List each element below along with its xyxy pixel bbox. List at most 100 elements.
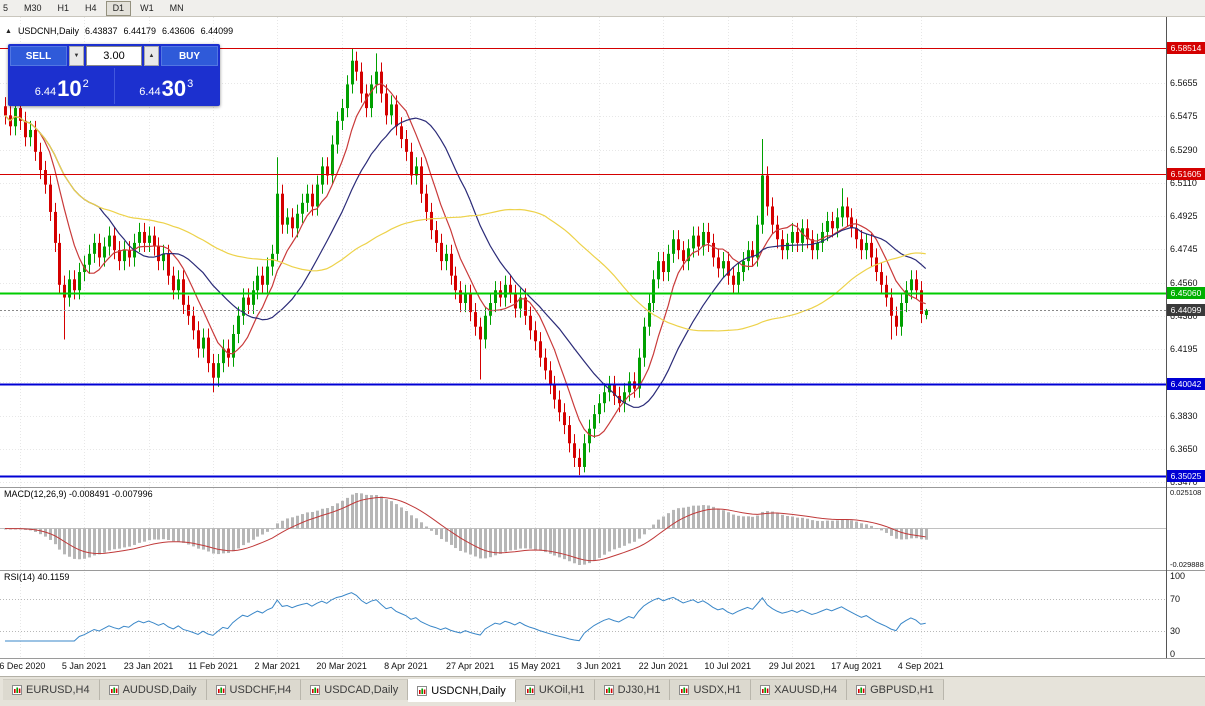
chart-tab-label: AUDUSD,Daily xyxy=(122,684,197,696)
price-tick-label: 6.4560 xyxy=(1170,277,1198,288)
price-tick-label: 6.5110 xyxy=(1170,177,1197,188)
lot-decrease-button[interactable]: ▼ xyxy=(69,46,84,66)
date-label: 10 Jul 2021 xyxy=(704,661,751,671)
chart-tab-audusd[interactable]: AUDUSD,Daily xyxy=(99,679,207,700)
bid-ask-row: 6.44 10 2 6.44 30 3 xyxy=(10,68,218,104)
time-axis[interactable]: 16 Dec 2020 5 Jan 2021 23 Jan 2021 11 Feb 2… xyxy=(0,659,1166,675)
macd-axis: 0.025108 -0.029888 xyxy=(1167,0,1205,658)
trade-controls-row: SELL ▼ ▲ BUY xyxy=(10,46,218,66)
chart-tab-icon xyxy=(760,685,771,695)
chart-tab-label: USDCNH,Daily xyxy=(431,685,506,697)
date-label: 16 Dec 2020 xyxy=(0,661,46,671)
lot-increase-button[interactable]: ▲ xyxy=(144,46,159,66)
date-label: 15 May 2021 xyxy=(508,661,561,671)
chart-tab-icon xyxy=(12,685,22,695)
date-label: 4 Sep 2021 xyxy=(897,661,944,671)
price-tick-label: 6.5475 xyxy=(1170,111,1198,122)
chart-tab-usdcnh[interactable]: USDCNH,Daily xyxy=(408,679,516,702)
rsi-axis-label: 100 xyxy=(1170,571,1186,581)
collapse-trade-panel-icon[interactable]: ▲ xyxy=(5,27,12,35)
bid-prefix: 6.44 xyxy=(34,85,57,98)
rsi-axis-label: 30 xyxy=(1170,625,1181,636)
ohlc-low-value: 6.43606 xyxy=(162,26,195,36)
chart-tab-icon xyxy=(603,685,614,695)
chart-tab-icon xyxy=(310,685,321,695)
date-label: 23 Jan 2021 xyxy=(123,661,174,671)
timeframe-button-m30[interactable]: M30 xyxy=(17,1,49,16)
chart-tab-icon xyxy=(215,685,226,695)
chart-tab-icon xyxy=(417,686,428,696)
level-price-label: 6.58514 xyxy=(1167,41,1205,54)
rsi-axis-label: 0 xyxy=(1170,649,1176,659)
timeframe-button-h1[interactable]: H1 xyxy=(51,1,77,16)
date-label: 8 Apr 2021 xyxy=(384,661,428,671)
triangle-up-icon: ▲ xyxy=(148,53,155,59)
chart-tab-icon xyxy=(856,685,867,695)
timeframe-button-h4[interactable]: H4 xyxy=(78,1,104,16)
chart-tab-xauusd[interactable]: XAUUSD,H4 xyxy=(751,679,848,700)
date-label: 17 Aug 2021 xyxy=(831,661,882,671)
chart-tabs-bar: EURUSD,H4 AUDUSD,Daily USDCHF,H4 USDCAD,Dai… xyxy=(0,676,1205,706)
date-label: 27 Apr 2021 xyxy=(446,661,495,671)
price-tick-label: 6.3650 xyxy=(1170,443,1198,454)
triangle-down-icon: ▼ xyxy=(73,53,80,59)
sell-button[interactable]: SELL xyxy=(10,46,67,66)
date-label: 3 Jun 2021 xyxy=(576,661,622,671)
level-price-label: 6.35025 xyxy=(1167,469,1205,482)
date-label: 29 Jul 2021 xyxy=(768,661,816,671)
chart-tab-label: DJ30,H1 xyxy=(617,684,661,696)
chart-tab-usdx[interactable]: USDX,H1 xyxy=(670,679,752,700)
ask-pips: 30 xyxy=(161,76,187,102)
date-label: 22 Jun 2021 xyxy=(638,661,689,671)
ohlc-open-value: 6.43837 xyxy=(84,26,118,36)
timeframe-button-d1[interactable]: D1 xyxy=(105,0,132,16)
chart-tab-ukoil[interactable]: UKOil,H1 xyxy=(515,679,595,700)
chart-title: ▲ USDCNH,Daily 6.43837 6.44179 6.43606 6… xyxy=(5,26,233,36)
chart-tab-label: USDCAD,Daily xyxy=(324,684,399,696)
timeframe-button-5[interactable]: 5 xyxy=(0,1,15,16)
price-axis[interactable]: 6.5655 6.5475 6.5290 6.5110 6.4925 6.4745 6.45… xyxy=(1167,0,1205,658)
price-tick-label: 6.4745 xyxy=(1170,244,1198,255)
price-tick-label: 6.4925 xyxy=(1170,211,1198,222)
chart-tab-dj30[interactable]: DJ30,H1 xyxy=(594,679,671,700)
price-tick-label: 6.5655 xyxy=(1170,78,1198,89)
bid-price-display[interactable]: 6.44 10 2 xyxy=(10,68,114,104)
rsi-axis: 100 70 30 0 xyxy=(1167,0,1205,659)
date-label: 5 Jan 2021 xyxy=(61,661,107,671)
chart-symbol-label: USDCNH,Daily xyxy=(17,26,79,36)
chart-tab-label: GBPUSD,H1 xyxy=(870,684,934,696)
chart-tab-usdchf[interactable]: USDCHF,H4 xyxy=(206,679,302,700)
chart-tab-gbpusd[interactable]: GBPUSD,H1 xyxy=(847,679,944,700)
chart-tab-label: USDCHF,H4 xyxy=(229,684,292,696)
date-label: 2 Mar 2021 xyxy=(254,661,301,671)
rsi-indicator-label: RSI(14) 40.1159 xyxy=(4,572,70,582)
buy-button[interactable]: BUY xyxy=(161,46,218,66)
chart-tab-eurusd[interactable]: EURUSD,H4 xyxy=(3,679,100,700)
rsi-axis-label: 70 xyxy=(1170,594,1181,605)
timeframe-toolbar: 5 M30 H1 H4 D1 W1 MN xyxy=(0,0,1205,17)
ask-point: 3 xyxy=(187,78,194,90)
price-tick-label: 6.4195 xyxy=(1170,344,1198,355)
date-label: 11 Feb 2021 xyxy=(187,661,238,671)
price-tick-label: 6.5290 xyxy=(1170,144,1198,155)
timeframe-button-w1[interactable]: W1 xyxy=(133,1,161,16)
chart-tab-icon xyxy=(679,685,690,695)
ask-price-display[interactable]: 6.44 30 3 xyxy=(113,68,219,104)
lot-size-input[interactable] xyxy=(86,46,142,66)
price-tick-label: 6.3830 xyxy=(1170,410,1198,421)
chart-tab-usdcad[interactable]: USDCAD,Daily xyxy=(301,679,409,700)
macd-axis-label: 0.025108 xyxy=(1170,488,1202,497)
macd-axis-label: -0.029888 xyxy=(1170,560,1204,569)
chart-tab-label: UKOil,H1 xyxy=(538,684,585,696)
level-price-label: 6.45060 xyxy=(1167,286,1205,299)
ohlc-close-value: 6.44099 xyxy=(200,26,234,36)
bid-point: 2 xyxy=(82,78,89,90)
timeframe-button-mn[interactable]: MN xyxy=(163,1,191,16)
chart-tab-label: USDX,H1 xyxy=(693,684,742,696)
macd-indicator-label: MACD(12,26,9) -0.008491 -0.007996 xyxy=(4,489,153,499)
level-price-label: 6.40042 xyxy=(1167,378,1205,391)
date-label: 20 Mar 2021 xyxy=(316,661,367,671)
